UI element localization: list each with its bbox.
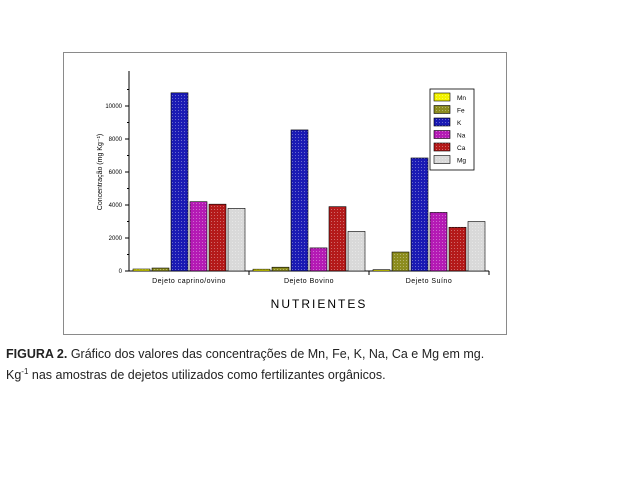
legend-swatch-mg <box>433 155 451 164</box>
bar-na <box>309 247 328 272</box>
x-category-label: Dejeto caprino/ovino <box>152 278 226 285</box>
legend-label-mn: Mn <box>457 95 466 102</box>
bar-na <box>429 212 448 272</box>
bar-k <box>410 157 429 272</box>
y-tick-label: 2000 <box>109 236 123 242</box>
bar-chart: 0 2000 4000 6000 8000 10000 Concentração (mg K… <box>97 71 490 311</box>
bar-mg <box>227 208 246 272</box>
bar-mn <box>132 268 151 272</box>
bar-ca <box>328 206 347 272</box>
x-category-label: Dejeto Suíno <box>406 278 452 285</box>
figure-frame: 0 2000 4000 6000 8000 10000 Concentração (mg K… <box>63 52 507 335</box>
caption-text-line2-sup: -1 <box>21 367 29 376</box>
legend-label-mg: Mg <box>457 158 466 165</box>
y-tick-label: 0 <box>119 269 123 275</box>
bar-mg <box>347 231 366 272</box>
legend-label-na: Na <box>457 133 466 140</box>
legend-label-k: K <box>457 120 462 127</box>
legend-label-fe: Fe <box>457 108 465 115</box>
x-axis-label: NUTRIENTES <box>271 297 368 311</box>
legend-swatch-na <box>433 130 451 139</box>
bar-k <box>170 92 189 272</box>
legend-swatch-fe <box>433 105 451 114</box>
bar-fe <box>271 266 290 272</box>
legend-swatch-mn <box>433 92 451 102</box>
y-tick-label: 6000 <box>109 170 123 176</box>
caption-text-line2-post: nas amostras de dejetos utilizados como … <box>28 368 386 383</box>
bar-ca <box>448 226 467 272</box>
y-axis-label: Concentração (mg Kg⁻¹) <box>97 134 104 210</box>
bar-na <box>189 201 208 272</box>
bar-fe <box>391 251 410 272</box>
y-tick-label: 4000 <box>109 203 123 209</box>
bar-k <box>290 129 309 272</box>
bar-mg <box>467 221 486 272</box>
y-tick-label: 10000 <box>105 104 122 110</box>
legend-label-ca: Ca <box>457 145 466 152</box>
bar-mn <box>372 269 391 272</box>
caption-text-line2-pre: Kg <box>6 368 22 383</box>
x-category-label: Dejeto Bovino <box>284 278 334 285</box>
bar-mn <box>252 268 271 272</box>
figure-caption: FIGURA 2. Gráfico dos valores das concen… <box>6 346 606 384</box>
y-tick-label: 8000 <box>109 137 123 143</box>
bar-fe <box>151 267 170 272</box>
legend-swatch-k <box>433 117 451 127</box>
bar-ca <box>208 203 227 272</box>
legend-swatch-ca <box>433 142 451 152</box>
caption-label: FIGURA 2. <box>6 347 68 361</box>
caption-text-line1: Gráfico dos valores das concentrações de… <box>67 347 485 361</box>
